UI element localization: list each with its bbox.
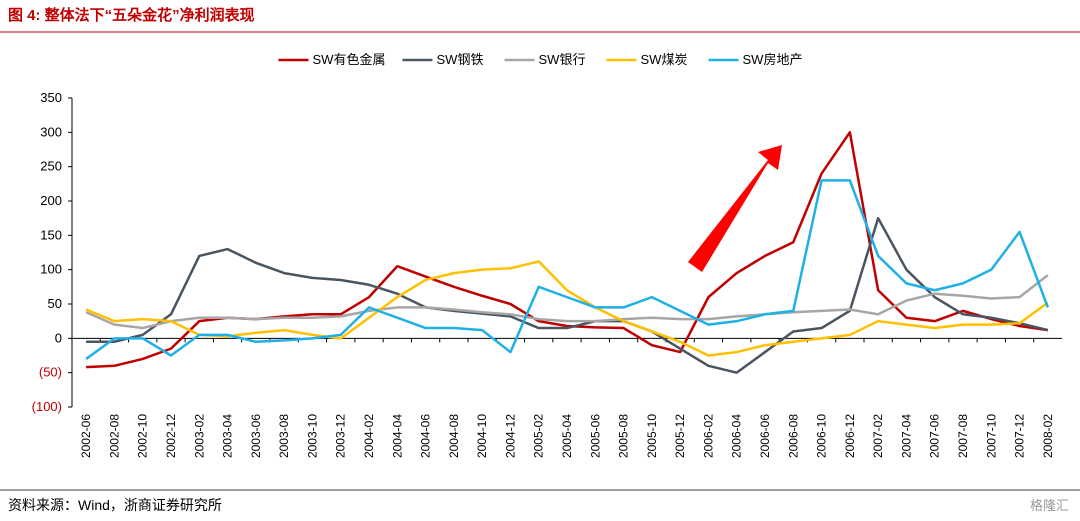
series-line (85, 260, 1049, 357)
x-tick-label: 2005-10 (645, 414, 659, 458)
x-tick-label: 2007-04 (899, 414, 913, 458)
x-tick-label: 2006-10 (815, 414, 829, 458)
x-tick-label: 2004-10 (475, 414, 489, 458)
x-tick-label: 2002-10 (136, 414, 150, 458)
watermark: 格隆汇 (1030, 498, 1069, 513)
y-tick-label: 300 (40, 124, 62, 139)
series-line (86, 216, 1049, 374)
x-tick-label: 2007-02 (871, 414, 885, 458)
x-tick-label: 2007-06 (928, 414, 942, 458)
legend-label: SW钢铁 (437, 52, 484, 67)
x-tick-label: 2003-12 (334, 414, 348, 458)
x-tick-label: 2007-10 (984, 414, 998, 458)
x-tick-label: 2005-04 (560, 414, 574, 458)
x-tick-label: 2002-06 (79, 414, 93, 458)
x-tick-label: 2004-02 (362, 414, 376, 458)
x-tick-label: 2006-02 (701, 414, 715, 458)
series-line (85, 274, 1049, 330)
source-note: 资料来源：Wind，浙商证券研究所 (8, 497, 222, 513)
x-tick-label: 2003-08 (277, 414, 291, 458)
legend-label: SW有色金属 (313, 52, 386, 67)
x-tick-label: 2006-08 (786, 414, 800, 458)
x-tick-label: 2007-12 (1013, 414, 1027, 458)
x-tick-label: 2004-08 (447, 414, 461, 458)
x-tick-label: 2003-04 (221, 414, 235, 458)
x-tick-label: 2003-06 (249, 414, 263, 458)
x-tick-label: 2002-12 (164, 414, 178, 458)
x-tick-label: 2003-02 (192, 414, 206, 458)
x-tick-label: 2004-12 (503, 414, 517, 458)
series-line (85, 179, 1050, 360)
y-tick-label: (50) (39, 365, 62, 380)
y-tick-label: 100 (40, 262, 62, 277)
y-tick-label: 350 (40, 90, 62, 105)
x-tick-label: 2007-08 (956, 414, 970, 458)
x-tick-label: 2008-02 (1041, 414, 1055, 458)
x-tick-label: 2006-06 (758, 414, 772, 458)
x-tick-label: 2005-08 (617, 414, 631, 458)
x-tick-label: 2006-04 (730, 414, 744, 458)
y-tick-label: 200 (40, 193, 62, 208)
x-tick-label: 2002-08 (107, 414, 121, 458)
chart-title: 图 4: 整体法下“五朵金花”净利润表现 (8, 6, 255, 24)
y-tick-label: 50 (48, 296, 62, 311)
x-tick-label: 2003-10 (305, 414, 319, 458)
x-tick-label: 2006-12 (843, 414, 857, 458)
arrow (688, 145, 782, 272)
y-tick-label: 150 (40, 227, 62, 242)
x-tick-label: 2005-02 (532, 414, 546, 458)
y-tick-label: 0 (55, 330, 62, 345)
legend-label: SW银行 (539, 52, 586, 67)
y-tick-label: (100) (32, 399, 62, 414)
y-tick-label: 250 (40, 159, 62, 174)
legend-label: SW煤炭 (641, 52, 688, 67)
x-tick-label: 2005-06 (588, 414, 602, 458)
x-tick-label: 2004-04 (390, 414, 404, 458)
x-tick-label: 2004-06 (419, 414, 433, 458)
x-tick-label: 2005-12 (673, 414, 687, 458)
legend-label: SW房地产 (743, 52, 803, 67)
